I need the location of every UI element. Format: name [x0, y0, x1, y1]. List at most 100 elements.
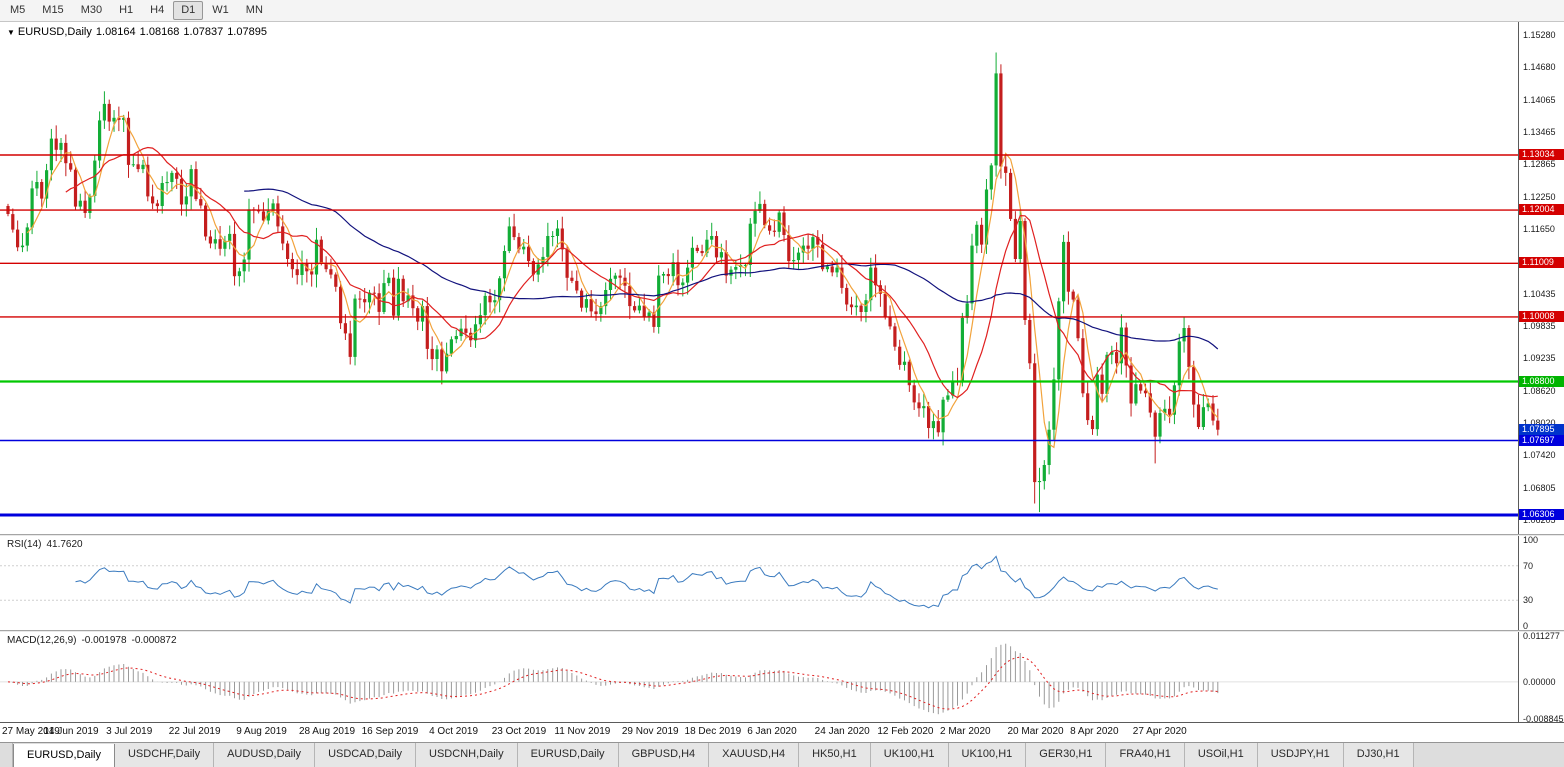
- symbol-tab-fra40-h1[interactable]: FRA40,H1: [1106, 743, 1185, 767]
- rsi-scale[interactable]: 100 70 30 0: [1518, 536, 1564, 630]
- symbol-tab-hk50-h1[interactable]: HK50,H1: [799, 743, 871, 767]
- date-label: 6 Jan 2020: [747, 726, 797, 737]
- price-tick: 1.09835: [1523, 321, 1556, 332]
- main-chart-panel: ▼ EURUSD,Daily 1.08164 1.08168 1.07837 1.0789…: [0, 22, 1564, 534]
- price-tick: 1.12250: [1523, 191, 1556, 202]
- ohlc-low: 1.07837: [183, 26, 224, 38]
- macd-signal-value: -0.000872: [131, 635, 177, 646]
- price-tag: 1.10008: [1519, 310, 1564, 322]
- date-label: 14 Jun 2019: [43, 726, 99, 737]
- price-tag: 1.11009: [1519, 257, 1564, 269]
- chart-title: ▼ EURUSD,Daily 1.08164 1.08168 1.07837 1.0789…: [7, 26, 271, 38]
- macd-scale[interactable]: 0.011277 0.00000 -0.008845: [1518, 632, 1564, 722]
- time-axis[interactable]: 27 May 2019 14 Jun 2019 3 Jul 2019 22 Jul 2…: [0, 722, 1564, 742]
- symbol-tab-usoil-h1[interactable]: USOil,H1: [1184, 743, 1258, 767]
- price-tag: 1.13034: [1519, 149, 1564, 160]
- chart-window: ▼ EURUSD,Daily 1.08164 1.08168 1.07837 1.0789…: [0, 22, 1564, 742]
- price-tick: 1.14680: [1523, 61, 1556, 72]
- date-label: 23 Oct 2019: [491, 726, 547, 737]
- date-label: 4 Oct 2019: [429, 726, 478, 737]
- symbol-tab-usdchf-daily[interactable]: USDCHF,Daily: [114, 743, 215, 767]
- symbol-tab-xauusd-h4[interactable]: XAUUSD,H4: [709, 743, 800, 767]
- macd-tick: 0.00000: [1523, 676, 1556, 687]
- date-label: 27 Apr 2020: [1132, 726, 1187, 737]
- panel-resize-divider[interactable]: [0, 630, 1564, 632]
- chart-symbol: EURUSD,Daily: [17, 26, 92, 38]
- price-tick: 1.06205: [1523, 515, 1556, 526]
- price-tick: 1.09235: [1523, 353, 1556, 364]
- tab-bar-left-edge: [0, 743, 13, 767]
- symbol-tab-eurusd-daily[interactable]: EURUSD,Daily: [517, 743, 619, 767]
- macd-tick: 0.011277: [1523, 632, 1560, 641]
- date-label: 3 Jul 2019: [106, 726, 153, 737]
- rsi-tick: 30: [1523, 595, 1534, 606]
- macd-label: MACD(12,26,9) -0.001978 -0.000872: [7, 635, 182, 646]
- rsi-label: RSI(14) 41.7620: [7, 539, 88, 550]
- price-tick: 1.08620: [1523, 386, 1556, 397]
- price-tag: 1.08800: [1519, 375, 1564, 387]
- symbol-tab-uk100-h1[interactable]: UK100,H1: [948, 743, 1027, 767]
- macd-panel: MACD(12,26,9) -0.001978 -0.000872 0.011277…: [0, 632, 1564, 722]
- date-label: 27 May 2019: [2, 726, 60, 737]
- timeframe-button-h4[interactable]: H4: [150, 4, 165, 16]
- date-label: 28 Aug 2019: [298, 726, 356, 737]
- date-label: 12 Feb 2020: [877, 726, 934, 737]
- timeframe-button-m30[interactable]: M30: [80, 4, 103, 16]
- price-tick: 1.06805: [1523, 483, 1556, 494]
- date-label: 11 Nov 2019: [554, 726, 611, 737]
- price-tag: 1.06306: [1519, 508, 1564, 520]
- ohlc-close: 1.07895: [227, 26, 267, 38]
- symbol-tab-audusd-daily[interactable]: AUDUSD,Daily: [214, 743, 316, 767]
- date-label: 2 Mar 2020: [940, 726, 991, 737]
- macd-tick: -0.008845: [1523, 714, 1564, 722]
- timeframe-toolbar: M5 M15 M30 H1 H4 D1 W1 MN: [0, 0, 1564, 22]
- date-label: 9 Aug 2019: [236, 726, 287, 737]
- symbol-tab-dj30-h1[interactable]: DJ30,H1: [1343, 743, 1414, 767]
- price-tick: 1.11650: [1523, 224, 1555, 235]
- rsi-value: 41.7620: [46, 539, 83, 550]
- price-tick: 1.12865: [1523, 159, 1556, 170]
- date-label: 24 Jan 2020: [814, 726, 870, 737]
- price-tick: 1.10435: [1523, 289, 1556, 300]
- price-tag: 1.07697: [1519, 434, 1564, 446]
- rsi-name: RSI(14): [7, 539, 42, 550]
- rsi-tick: 70: [1523, 560, 1534, 571]
- date-label: 8 Apr 2020: [1070, 726, 1119, 737]
- macd-canvas[interactable]: [0, 632, 1518, 722]
- symbol-tab-eurusd-daily[interactable]: EURUSD,Daily: [13, 744, 115, 767]
- rsi-canvas[interactable]: [0, 536, 1518, 630]
- symbol-tab-usdjpy-h1[interactable]: USDJPY,H1: [1257, 743, 1344, 767]
- rsi-panel: RSI(14) 41.7620 100 70 30 0: [0, 536, 1564, 630]
- main-chart-canvas[interactable]: [0, 22, 1518, 534]
- price-tag: 1.07895: [1519, 423, 1564, 435]
- date-label: 18 Dec 2019: [684, 726, 742, 737]
- panel-resize-divider[interactable]: [0, 534, 1564, 536]
- symbol-tab-usdcnh-daily[interactable]: USDCNH,Daily: [416, 743, 518, 767]
- rsi-tick: 0: [1523, 621, 1529, 630]
- timeframe-button-mn[interactable]: MN: [245, 4, 263, 16]
- price-tick: 1.08020: [1523, 418, 1556, 428]
- ohlc-open: 1.08164: [95, 26, 136, 38]
- date-label: 22 Jul 2019: [168, 726, 221, 737]
- timeframe-button-w1[interactable]: W1: [212, 4, 229, 16]
- rsi-tick: 100: [1523, 536, 1539, 545]
- chart-title-marker-icon: ▼: [7, 28, 15, 37]
- symbol-tab-gbpusd-h4[interactable]: GBPUSD,H4: [618, 743, 710, 767]
- macd-main-value: -0.001978: [81, 635, 127, 646]
- symbol-tab-ger30-h1[interactable]: GER30,H1: [1026, 743, 1107, 767]
- date-label: 16 Sep 2019: [361, 726, 419, 737]
- macd-name: MACD(12,26,9): [7, 635, 77, 646]
- timeframe-button-d1[interactable]: D1: [173, 1, 204, 20]
- price-tick: 1.07420: [1523, 450, 1556, 461]
- timeframe-button-m15[interactable]: M15: [42, 4, 64, 16]
- date-label: 20 Mar 2020: [1007, 726, 1064, 737]
- price-tick: 1.14065: [1523, 94, 1556, 105]
- price-scale[interactable]: 1.15280 1.14680 1.14065 1.13465 1.12865 1.122…: [1518, 22, 1564, 534]
- symbol-tab-uk100-h1[interactable]: UK100,H1: [870, 743, 949, 767]
- date-label: 29 Nov 2019: [621, 726, 679, 737]
- symbol-tab-usdcad-daily[interactable]: USDCAD,Daily: [315, 743, 417, 767]
- timeframe-button-m5[interactable]: M5: [10, 4, 26, 16]
- ohlc-high: 1.08168: [139, 26, 180, 38]
- timeframe-button-h1[interactable]: H1: [119, 4, 134, 16]
